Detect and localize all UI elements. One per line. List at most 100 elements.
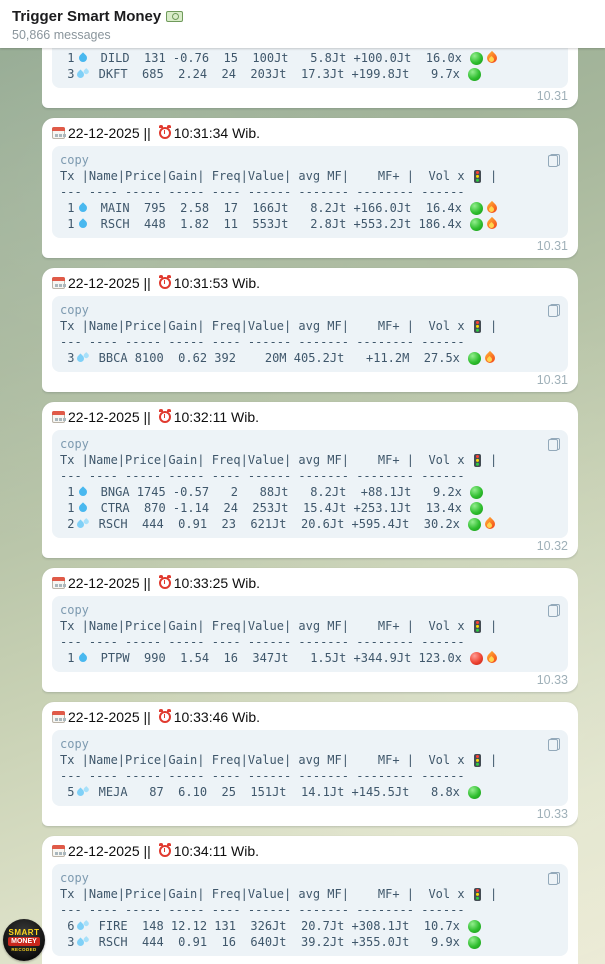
tx-count: 3 [60, 935, 75, 949]
traffic-light-icon [473, 619, 481, 633]
calendar-icon [52, 277, 65, 289]
chat-area: copy Tx |Name|Price|Gain| Freq|Value| av… [42, 48, 578, 964]
tx-count: 1 [60, 201, 75, 215]
copy-icon[interactable] [548, 603, 560, 617]
channel-avatar[interactable]: SMART MONEY RECODED [3, 919, 45, 961]
code-block-toolbar: copy [60, 870, 560, 886]
calendar-icon [52, 411, 65, 423]
table-header-text: Tx |Name|Price|Gain| Freq|Value| avg MF|… [60, 753, 472, 767]
traffic-light-icon [473, 453, 481, 467]
traffic-light-icon [473, 887, 481, 901]
copy-button[interactable]: copy [60, 437, 89, 451]
code-block-toolbar: copy [60, 302, 560, 318]
row-values: MAIN 795 2.58 17 166Jt 8.2Jt +166.0Jt 16… [93, 201, 462, 215]
copy-button[interactable]: copy [60, 871, 89, 885]
message-bubble: copy Tx |Name|Price|Gain| Freq|Value| av… [42, 48, 578, 108]
table-row: 6 FIRE 148 12.12 131 326Jt 20.7Jt +308.1… [60, 918, 560, 934]
fire-icon [485, 518, 496, 531]
table-header-end: | [482, 319, 498, 333]
green-light-icon [469, 501, 483, 515]
row-values: DKFT 685 2.24 24 203Jt 17.3Jt +199.8Jt 9… [91, 67, 460, 81]
tx-count: 1 [60, 217, 75, 231]
code-block: copy Tx |Name|Price|Gain| Freq|Value| av… [52, 730, 568, 806]
table-separator: --- ---- ----- ----- ---- ------ -------… [60, 185, 465, 199]
droplet-icon [77, 652, 90, 664]
table-header-text: Tx |Name|Price|Gain| Freq|Value| avg MF|… [60, 169, 472, 183]
message-date-line: 22-12-2025 || 10:31:34 Wib. [52, 124, 568, 142]
table-rows: 1 PTPW 990 1.54 16 347Jt 1.5Jt +344.9Jt … [60, 650, 560, 666]
table-header: Tx |Name|Price|Gain| Freq|Value| avg MF|… [60, 168, 560, 184]
row-values: FIRE 148 12.12 131 326Jt 20.7Jt +308.1Jt… [91, 919, 460, 933]
table-rows: 1 BNGA 1745 -0.57 2 88Jt 8.2Jt +88.1Jt 9… [60, 484, 560, 532]
traffic-light-icon [473, 753, 481, 767]
row-values: BNGA 1745 -0.57 2 88Jt 8.2Jt +88.1Jt 9.2… [93, 485, 462, 499]
message-date: 22-12-2025 [68, 843, 140, 859]
table-header: Tx |Name|Price|Gain| Freq|Value| avg MF|… [60, 318, 560, 334]
table-row: 3 BBCA 8100 0.62 392 20M 405.2Jt +11.2M … [60, 350, 560, 366]
table-row: 1 MAIN 795 2.58 17 166Jt 8.2Jt +166.0Jt … [60, 200, 560, 216]
copy-icon[interactable] [548, 871, 560, 885]
row-values: CTRA 870 -1.14 24 253Jt 15.4Jt +253.1Jt … [93, 501, 462, 515]
table-header-text: Tx |Name|Price|Gain| Freq|Value| avg MF|… [60, 319, 472, 333]
tx-count: 1 [60, 501, 75, 515]
table-header-end: | [482, 619, 498, 633]
fire-icon [487, 218, 498, 231]
droplets-icon [76, 787, 88, 797]
message-bubble: 22-12-2025 || 10:32:11 Wib. copy Tx |Nam… [42, 402, 578, 558]
table-separator: --- ---- ----- ----- ---- ------ -------… [60, 48, 560, 50]
avatar-text-line3: RECODED [11, 946, 37, 952]
green-light-icon [467, 919, 481, 933]
chat-subtitle: 50,866 messages [12, 28, 111, 42]
chat-title-row: Trigger Smart Money [12, 6, 593, 26]
date-time-separator: || [139, 409, 155, 425]
code-block: copy Tx |Name|Price|Gain| Freq|Value| av… [52, 596, 568, 672]
chat-title: Trigger Smart Money [12, 7, 162, 25]
message-timestamp: 10.31 [536, 89, 568, 103]
row-values: RSCH 448 1.82 11 553Jt 2.8Jt +553.2Jt 18… [93, 217, 462, 231]
date-time-separator: || [139, 709, 155, 725]
code-block: copy Tx |Name|Price|Gain| Freq|Value| av… [52, 296, 568, 372]
code-block: copy Tx |Name|Price|Gain| Freq|Value| av… [52, 146, 568, 238]
chat-header[interactable]: Trigger Smart Money 50,866 messages [0, 0, 605, 48]
fire-icon [487, 202, 498, 215]
date-time-separator: || [139, 275, 155, 291]
table-separator: --- ---- ----- ----- ---- ------ -------… [60, 335, 465, 349]
copy-icon[interactable] [548, 303, 560, 317]
table-row: 1 BNGA 1745 -0.57 2 88Jt 8.2Jt +88.1Jt 9… [60, 484, 560, 500]
copy-icon[interactable] [548, 437, 560, 451]
tx-count: 3 [60, 67, 75, 81]
red-light-icon [469, 651, 483, 665]
copy-icon[interactable] [548, 153, 560, 167]
table-separator: --- ---- ----- ----- ---- ------ -------… [60, 469, 465, 483]
copy-button[interactable]: copy [60, 153, 89, 167]
alarm-clock-icon [158, 575, 171, 589]
money-banknote-icon [166, 10, 184, 22]
message-bubble: 22-12-2025 || 10:31:53 Wib. copy Tx |Nam… [42, 268, 578, 392]
table-row: 3 RSCH 444 0.91 16 640Jt 39.2Jt +355.0Jt… [60, 934, 560, 950]
copy-button[interactable]: copy [60, 737, 89, 751]
message-date: 22-12-2025 [68, 575, 140, 591]
table-header: Tx |Name|Price|Gain| Freq|Value| avg MF|… [60, 886, 560, 902]
table-header-end: | [482, 887, 498, 901]
code-block-toolbar: copy [60, 152, 560, 168]
row-values: RSCH 444 0.91 16 640Jt 39.2Jt +355.0Jt 9… [91, 935, 460, 949]
alarm-clock-icon [158, 709, 171, 723]
table-header-end: | [482, 453, 498, 467]
droplets-icon [76, 921, 88, 931]
traffic-light-icon [473, 169, 481, 183]
copy-button[interactable]: copy [60, 303, 89, 317]
alarm-clock-icon [158, 125, 171, 139]
droplet-icon [77, 486, 90, 498]
table-rows: 5 MEJA 87 6.10 25 151Jt 14.1Jt +145.5Jt … [60, 784, 560, 800]
message-date: 22-12-2025 [68, 125, 140, 141]
message-bubble: 22-12-2025 || 10:33:25 Wib. copy Tx |Nam… [42, 568, 578, 692]
message-timestamp [52, 956, 568, 964]
copy-icon[interactable] [548, 737, 560, 751]
copy-button[interactable]: copy [60, 603, 89, 617]
table-header: Tx |Name|Price|Gain| Freq|Value| avg MF|… [60, 752, 560, 768]
code-block: copy Tx |Name|Price|Gain| Freq|Value| av… [52, 48, 568, 88]
alarm-clock-icon [158, 409, 171, 423]
table-rows: 1 MAIN 795 2.58 17 166Jt 8.2Jt +166.0Jt … [60, 200, 560, 232]
code-block-toolbar: copy [60, 436, 560, 452]
droplets-icon [76, 69, 88, 79]
